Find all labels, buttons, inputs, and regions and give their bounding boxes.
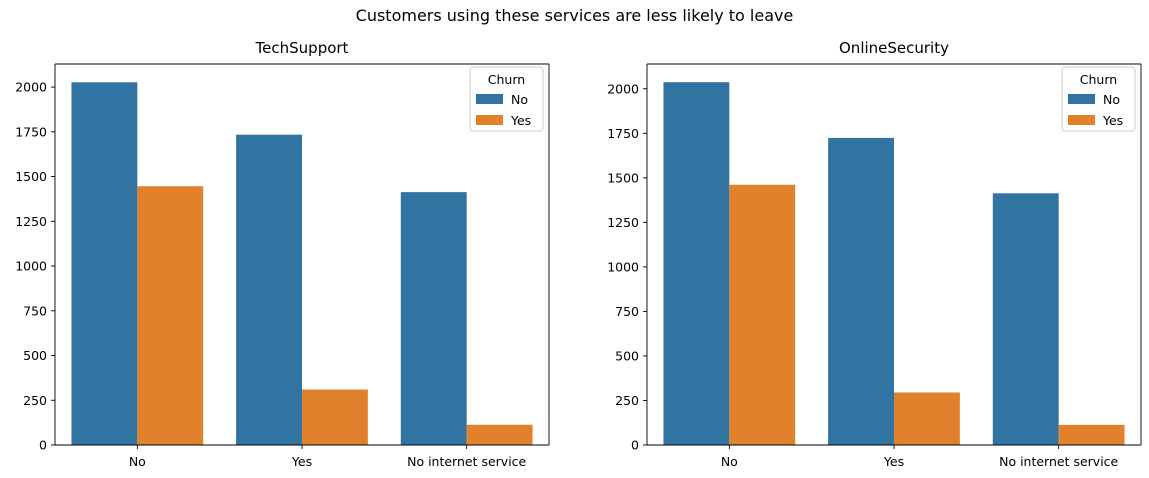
bar-no-2 bbox=[992, 193, 1059, 445]
bar-yes-1 bbox=[894, 392, 960, 445]
bar-yes-0 bbox=[729, 184, 796, 445]
y-tick-label: 750 bbox=[23, 303, 47, 318]
x-tick-label: Yes bbox=[883, 454, 904, 469]
y-tick-label: 2000 bbox=[607, 81, 639, 96]
bar-yes-2 bbox=[1058, 424, 1125, 445]
y-tick-label: 1500 bbox=[15, 169, 47, 184]
legend-title: Churn bbox=[488, 72, 525, 87]
x-tick-label: No bbox=[721, 454, 738, 469]
y-tick-label: 1250 bbox=[15, 214, 47, 229]
legend-swatch-no bbox=[476, 94, 503, 104]
y-tick-label: 250 bbox=[23, 393, 47, 408]
chart-panel-2: 0 250 500 750 1000 1250 1500 1750 2000 No Yes No in… bbox=[607, 39, 1142, 469]
y-tick-label: 500 bbox=[615, 348, 639, 363]
chart-title: TechSupport bbox=[255, 39, 349, 57]
legend-label-yes: Yes bbox=[1102, 113, 1123, 128]
legend-label-yes: Yes bbox=[510, 113, 531, 128]
y-tick-label: 250 bbox=[615, 393, 639, 408]
y-tick-label: 2000 bbox=[15, 80, 47, 95]
y-tick-label: 1750 bbox=[15, 124, 47, 139]
legend-title: Churn bbox=[1080, 72, 1117, 87]
x-tick-label: No internet service bbox=[999, 454, 1118, 469]
y-tick-label: 1000 bbox=[607, 259, 639, 274]
y-tick-label: 750 bbox=[615, 304, 639, 319]
y-tick-label: 0 bbox=[631, 438, 639, 453]
figure-suptitle: Customers using these services are less … bbox=[355, 6, 794, 25]
legend-swatch-no bbox=[1068, 94, 1095, 104]
chart-title: OnlineSecurity bbox=[839, 39, 949, 57]
y-tick-label: 0 bbox=[39, 438, 47, 453]
x-tick-label: Yes bbox=[291, 454, 312, 469]
legend: Churn No Yes bbox=[1061, 66, 1136, 132]
x-tick-label: No bbox=[129, 454, 146, 469]
y-tick-label: 1750 bbox=[607, 126, 639, 141]
bar-no-1 bbox=[828, 137, 894, 446]
legend: Churn No Yes bbox=[469, 66, 544, 132]
y-tick-label: 1000 bbox=[15, 259, 47, 274]
chart-panel-1: 0 250 500 750 1000 1250 1500 1750 2000 No Yes No in… bbox=[15, 39, 550, 469]
bar-yes-0 bbox=[137, 186, 204, 445]
bar-no-1 bbox=[236, 134, 302, 445]
legend-label-no: No bbox=[1103, 92, 1120, 107]
legend-swatch-yes bbox=[1068, 115, 1095, 125]
x-tick-label: No internet service bbox=[407, 454, 526, 469]
bar-no-0 bbox=[71, 82, 138, 446]
y-tick-label: 500 bbox=[23, 348, 47, 363]
bar-no-0 bbox=[663, 82, 730, 445]
legend-swatch-yes bbox=[476, 115, 503, 125]
bar-yes-1 bbox=[302, 389, 368, 445]
bar-no-2 bbox=[400, 192, 467, 445]
legend-label-no: No bbox=[511, 92, 528, 107]
y-tick-label: 1500 bbox=[607, 170, 639, 185]
y-tick-label: 1250 bbox=[607, 215, 639, 230]
bar-yes-2 bbox=[466, 424, 533, 445]
